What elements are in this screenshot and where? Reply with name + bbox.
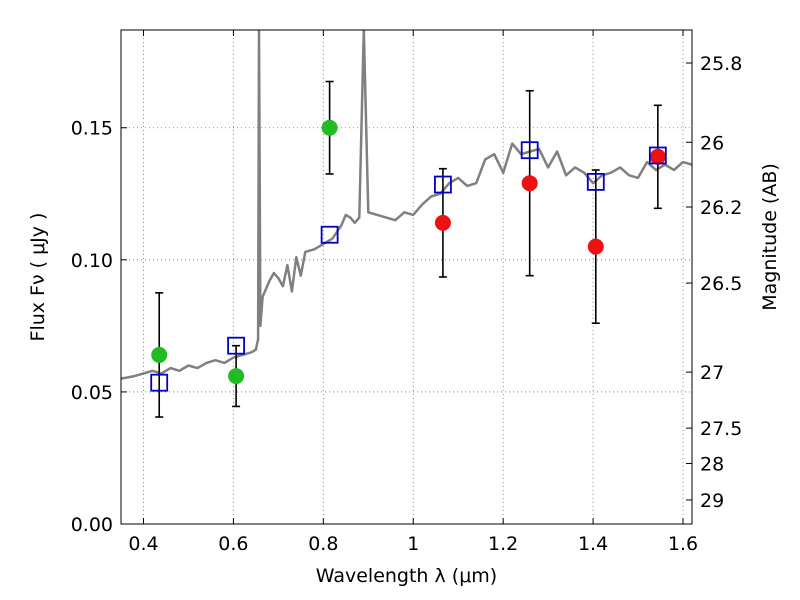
right-tick-label: 25.8 bbox=[700, 53, 742, 75]
red-data-point bbox=[649, 148, 666, 165]
model-spectrum-line bbox=[121, 30, 692, 380]
x-tick-label: 1.4 bbox=[578, 533, 608, 555]
model-square-marker bbox=[227, 336, 245, 355]
right-tick-label: 29 bbox=[700, 490, 724, 512]
green-data-point bbox=[321, 119, 338, 136]
x-tick-label: 1.6 bbox=[668, 533, 698, 555]
right-tick-label: 27 bbox=[700, 362, 724, 384]
x-tick-label: 1 bbox=[407, 533, 419, 555]
y-axis-right-label: Magnitude (AB) bbox=[759, 163, 781, 311]
model-square-marker bbox=[434, 175, 452, 194]
model-square-marker bbox=[320, 225, 339, 244]
tick-labels: 0.4 0.6 0.8 1 1.2 1.4 1.6 0.00 0.05 0.10 0.15 25.8 2… bbox=[71, 53, 743, 555]
model-square-marker bbox=[586, 172, 605, 191]
model-square-marker bbox=[150, 373, 169, 392]
points-layer bbox=[150, 119, 667, 392]
model-square-marker bbox=[520, 141, 539, 160]
right-tick-label: 26.5 bbox=[700, 273, 742, 295]
right-tick-label: 26.2 bbox=[700, 197, 742, 219]
x-tick-label: 0.8 bbox=[308, 533, 338, 555]
y-tick-label: 0.00 bbox=[71, 514, 113, 536]
red-data-point bbox=[434, 214, 451, 231]
grid-lines bbox=[121, 30, 692, 524]
x-axis-label: Wavelength λ (μm) bbox=[316, 565, 497, 587]
green-data-point bbox=[228, 368, 245, 385]
y-tick-label: 0.15 bbox=[71, 118, 113, 140]
right-tick-label: 28 bbox=[700, 454, 724, 476]
right-tick-label: 26 bbox=[700, 132, 724, 154]
axis-ticks bbox=[121, 30, 692, 525]
green-data-point bbox=[151, 346, 168, 363]
red-data-point bbox=[587, 238, 604, 255]
y-tick-label: 0.10 bbox=[71, 250, 113, 272]
y-axis-label: Flux Fν ( μJy ) bbox=[27, 213, 49, 342]
model-spectrum-layer bbox=[121, 30, 692, 380]
model-square-marker bbox=[648, 146, 667, 165]
plot-frame bbox=[120, 29, 693, 525]
red-data-point bbox=[521, 175, 538, 192]
x-tick-label: 1.2 bbox=[488, 533, 518, 555]
y-tick-label: 0.05 bbox=[71, 382, 113, 404]
x-tick-label: 0.4 bbox=[128, 533, 158, 555]
x-tick-label: 0.6 bbox=[218, 533, 248, 555]
errorbars-layer bbox=[155, 80, 662, 418]
right-tick-label: 27.5 bbox=[700, 418, 742, 440]
